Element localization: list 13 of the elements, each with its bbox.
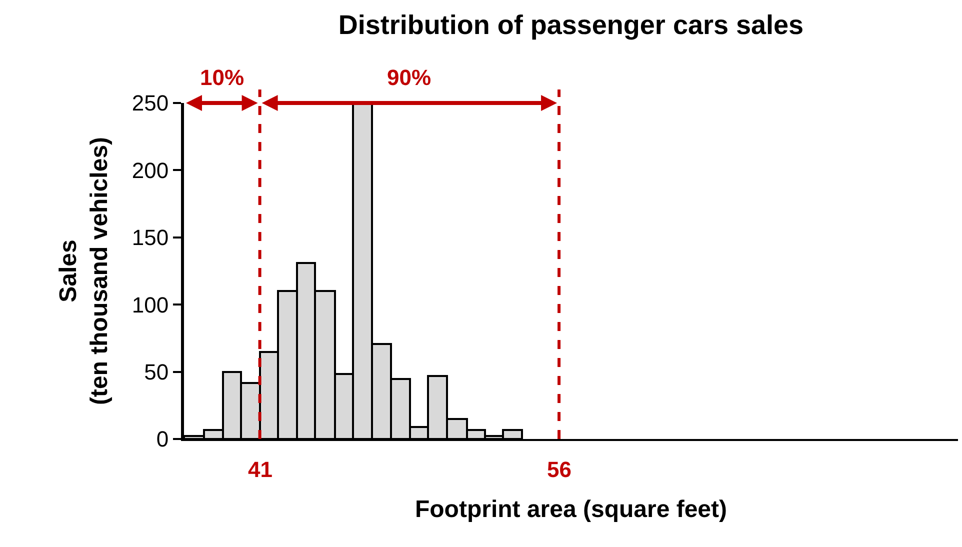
text: 90%	[387, 65, 432, 90]
y-tick-label: 50	[144, 360, 169, 384]
y-tick-label: 200	[132, 158, 169, 183]
ref-line-label: 41	[248, 457, 272, 482]
y-tick-label: 100	[132, 292, 169, 318]
y-tick-label: 250	[132, 90, 169, 116]
x-axis-title: Footprint area (square feet)	[414, 496, 728, 523]
ref-line-label: 56	[547, 457, 572, 482]
chart-title: Distribution of passenger cars sales	[338, 10, 804, 40]
y-tick-label: 0	[156, 426, 169, 452]
y-tick-label: 150	[132, 225, 169, 250]
y-axis-title: Sales (ten thousand vehicles)	[54, 136, 113, 406]
text: 10%	[200, 65, 244, 90]
